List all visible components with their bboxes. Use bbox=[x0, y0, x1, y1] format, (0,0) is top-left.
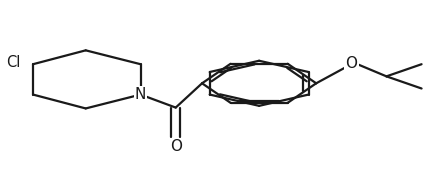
Text: O: O bbox=[170, 139, 182, 154]
Text: N: N bbox=[135, 87, 146, 102]
Text: Cl: Cl bbox=[6, 55, 21, 70]
Text: O: O bbox=[345, 56, 358, 71]
